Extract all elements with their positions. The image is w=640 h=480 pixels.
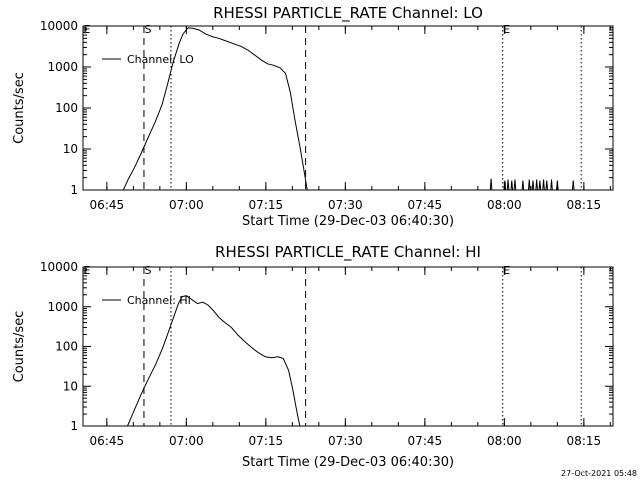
time-marker-label: E: [503, 264, 510, 277]
background-spike: [513, 179, 517, 191]
background-spike: [510, 180, 514, 191]
plot-frame: [82, 25, 614, 191]
x-tick-label: 07:00: [169, 434, 204, 448]
time-marker-label: S: [144, 23, 151, 36]
background-spike: [556, 180, 559, 191]
y-tick-label: 100: [55, 340, 78, 354]
x-tick-label: 07:15: [249, 198, 284, 212]
x-tick-label: 07:45: [408, 198, 443, 212]
background-spike: [550, 179, 553, 191]
chart-title: RHESSI PARTICLE_RATE Channel: HI: [215, 243, 481, 262]
background-spike: [535, 179, 538, 191]
background-spike: [571, 180, 575, 191]
x-tick-label: 08:00: [487, 434, 522, 448]
y-tick-label: 1: [70, 183, 78, 197]
legend-label: Channel: HI: [127, 294, 191, 307]
y-tick-label: 10000: [40, 19, 78, 33]
y-tick-label: 10000: [40, 260, 78, 274]
background-spike: [538, 180, 542, 191]
y-tick-label: 1: [70, 419, 78, 433]
x-tick-label: 07:30: [328, 198, 363, 212]
chart-panel-hi: RHESSI PARTICLE_RATE Channel: HI 1 10 100 10…: [12, 243, 614, 470]
y-tick-label: 10: [63, 379, 78, 393]
x-tick-label: 07:30: [328, 434, 363, 448]
series-line: [122, 27, 308, 191]
x-tick-label: 06:45: [90, 434, 125, 448]
background-spike: [545, 180, 549, 191]
left-edge-marker-label: E: [84, 23, 91, 36]
left-edge-marker-label: E: [84, 264, 91, 277]
time-marker-label: E: [503, 23, 510, 36]
y-tick-label: 100: [55, 101, 78, 115]
background-spike: [531, 180, 535, 191]
time-marker-label: S: [144, 264, 151, 277]
legend-label: Channel: LO: [127, 53, 194, 66]
background-spike: [521, 180, 525, 191]
chart-panel-lo: RHESSI PARTICLE_RATE Channel: LO 1 10 100 10…: [12, 4, 614, 229]
x-tick-label: 08:00: [487, 198, 522, 212]
x-tick-label: 08:15: [567, 198, 602, 212]
y-tick-label: 1000: [47, 300, 78, 314]
series-line: [127, 295, 301, 427]
chart-title: RHESSI PARTICLE_RATE Channel: LO: [213, 4, 483, 23]
plot-frame: [82, 266, 614, 427]
x-axis-label: Start Time (29-Dec-03 06:40:30): [242, 455, 454, 470]
x-tick-label: 08:15: [567, 434, 602, 448]
background-spike: [542, 179, 545, 191]
y-tick-label: 1000: [47, 60, 78, 74]
y-axis-label: Counts/sec: [12, 311, 27, 383]
y-axis-label: Counts/sec: [12, 72, 27, 144]
footer-timestamp: 27-Oct-2021 05:48: [561, 469, 637, 478]
x-tick-label: 07:00: [169, 198, 204, 212]
background-spike: [506, 179, 510, 191]
y-tick-label: 10: [63, 142, 78, 156]
x-tick-label: 06:45: [90, 198, 125, 212]
x-tick-label: 07:15: [249, 434, 284, 448]
x-axis-label: Start Time (29-Dec-03 06:40:30): [242, 214, 454, 229]
background-spike: [489, 178, 493, 191]
x-tick-label: 07:45: [408, 434, 443, 448]
background-spike: [527, 179, 531, 191]
background-spike: [503, 180, 507, 191]
